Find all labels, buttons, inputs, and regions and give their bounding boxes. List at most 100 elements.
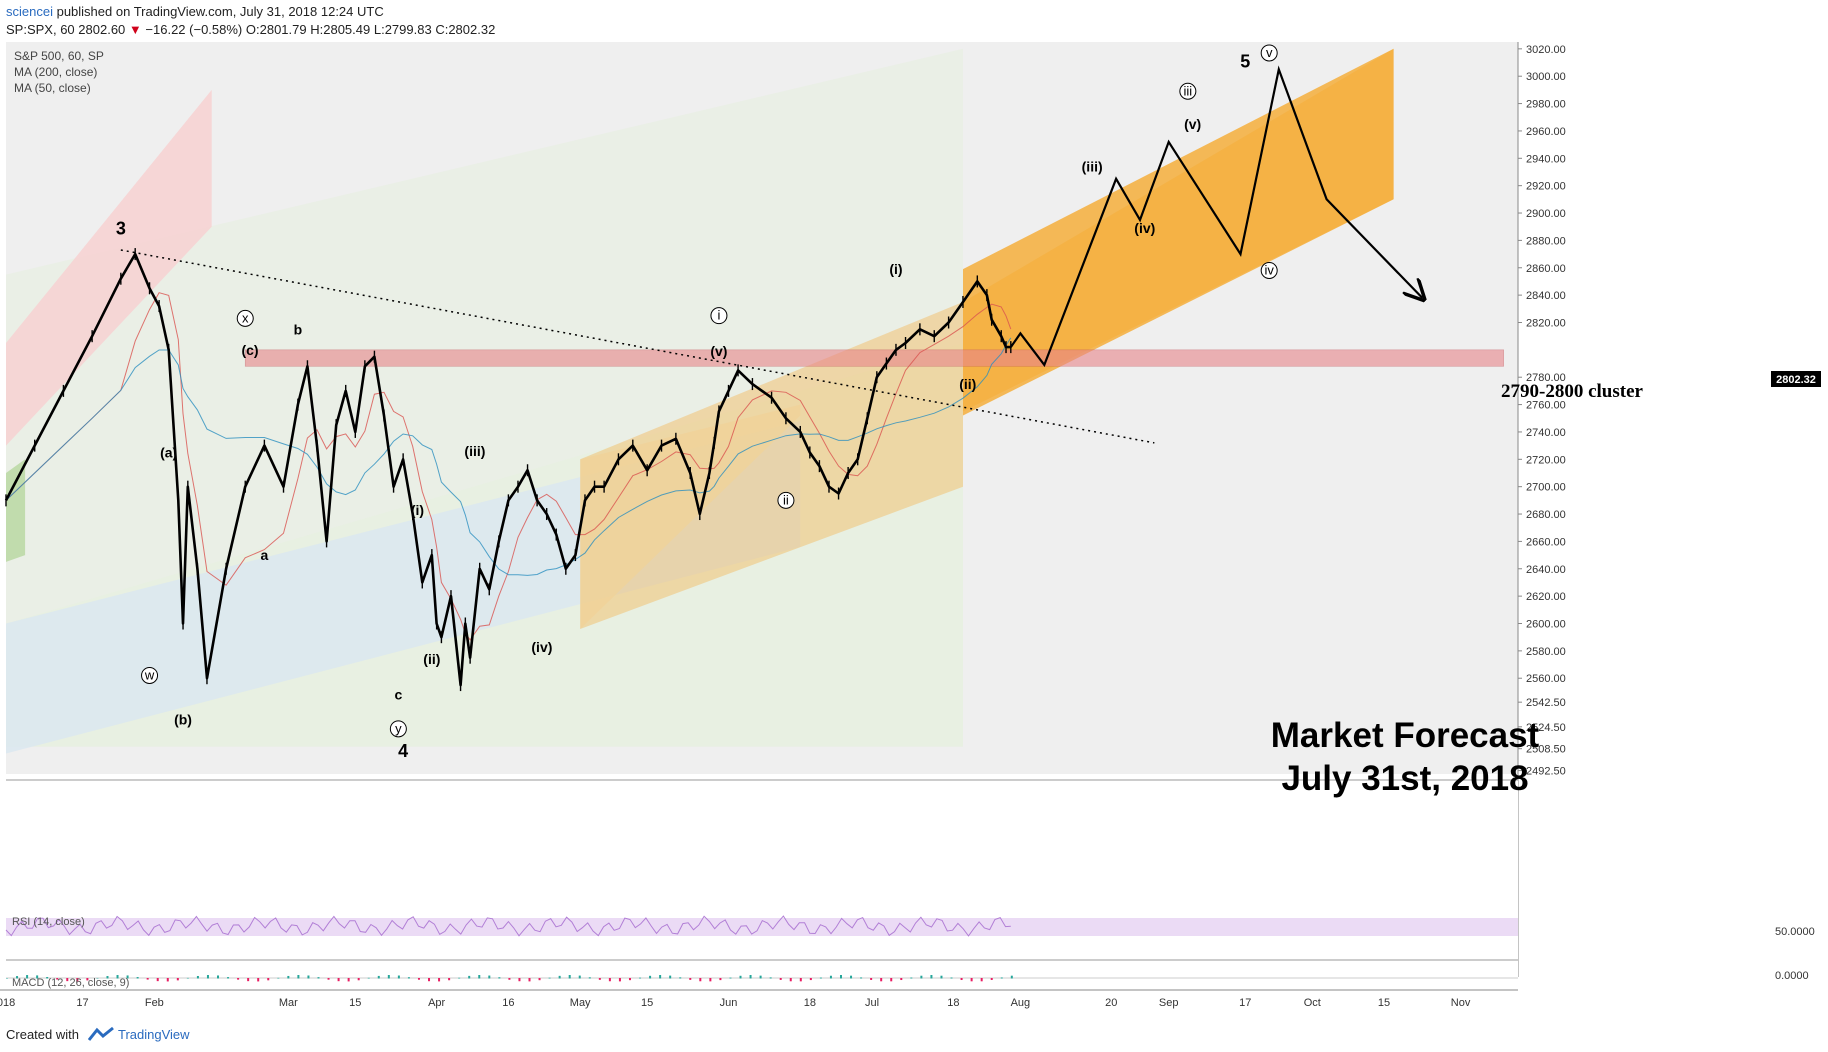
time-tick-label: Aug (1011, 997, 1031, 1009)
wave-label-text: b (294, 321, 303, 337)
chart-header: sciencei published on TradingView.com, J… (0, 0, 1828, 42)
high-value: H:2805.49 (310, 22, 371, 37)
macd-bar (438, 978, 441, 982)
macd-bar (819, 977, 822, 979)
wave-label: c (394, 687, 402, 703)
wave-label-text: (a) (160, 444, 177, 460)
wave-label: (i) (889, 261, 902, 277)
moving-averages (5, 292, 1012, 641)
wave-label: (iii) (1082, 159, 1103, 175)
wave-label-text: 5 (1240, 52, 1250, 72)
forecast-title-line1: Market Forecast (1271, 716, 1540, 755)
price-tick-label: 2740.00 (1526, 427, 1566, 439)
macd-bar (297, 975, 300, 979)
wave-label: a (260, 547, 268, 563)
publisher-name[interactable]: sciencei (6, 4, 53, 19)
macd-bar (327, 978, 330, 980)
macd-bar (659, 975, 662, 979)
macd-bar (116, 975, 119, 979)
channel-zones (6, 48, 1504, 754)
wave-label-text: x (242, 310, 249, 325)
macd-bar (709, 978, 712, 982)
macd-bar (578, 975, 581, 979)
price-tick-label: 2542.50 (1526, 697, 1566, 709)
wave-label-circle (1260, 44, 1278, 62)
wave-label: (ii) (423, 651, 440, 667)
channel-red (6, 89, 212, 446)
time-tick-label: Oct (1304, 997, 1321, 1009)
indicator-bg (6, 780, 1518, 978)
footer: Created with TradingView (0, 1016, 1828, 1052)
time-tick-label: 15 (349, 997, 361, 1009)
macd-bar (227, 977, 230, 979)
price-tick-label: 3020.00 (1526, 44, 1566, 56)
wave-labels: 3 4 5 (a) (b) (c) a b c (i) (ii) (iii) (iv) (v) (i) (ii… (116, 44, 1278, 761)
price-tick-label: 2700.00 (1526, 482, 1566, 494)
forecast-path (1009, 65, 1423, 368)
price-tick-label: 2780.00 (1526, 372, 1566, 384)
macd-bar (890, 978, 893, 982)
price-tick-label: 2580.00 (1526, 646, 1566, 658)
macd-bar (699, 978, 702, 982)
wave-label: (v) (710, 343, 727, 359)
macd-bar (518, 978, 521, 982)
macd-bar (568, 975, 571, 979)
price-axis-bg (1518, 42, 1828, 1016)
macd-bar (46, 976, 49, 979)
wave-label: iv (1260, 261, 1278, 279)
wave-label-text: (v) (710, 343, 727, 359)
wave-label: (iii) (464, 443, 485, 459)
price-tick-label: 2840.00 (1526, 290, 1566, 302)
price-tag: 2802.32 (1771, 371, 1821, 387)
wave-label: (ii) (959, 376, 976, 392)
macd-bar (508, 978, 511, 980)
wave-label-text: (i) (889, 261, 902, 277)
price-line (4, 252, 1011, 687)
macd-bar (779, 978, 782, 980)
ma50-line (5, 292, 1012, 641)
time-tick-label: Mar (279, 997, 298, 1009)
wave-label: 3 (116, 218, 126, 238)
tradingview-logo-icon (88, 1026, 114, 1041)
wave-label-text: (iv) (1134, 220, 1155, 236)
price-tick-label: 2492.50 (1526, 766, 1566, 778)
price-tick-label: 2524.50 (1526, 722, 1566, 734)
macd-bar (900, 978, 903, 981)
macd-bar (829, 975, 832, 979)
macd-bar (990, 978, 993, 980)
wave-label-text: i (717, 308, 720, 323)
macd-bar (156, 978, 159, 982)
price-tick-label: 2960.00 (1526, 126, 1566, 138)
price-tick-label: 2680.00 (1526, 509, 1566, 521)
chart-area[interactable]: 3 4 5 (a) (b) (c) a b c (i) (ii) (iii) (iv) (v) (i) (ii… (0, 42, 1828, 1016)
price-tick-label: 2920.00 (1526, 181, 1566, 193)
macd-bar (76, 978, 79, 982)
macd-bar (448, 978, 451, 981)
price-tick-label: 2940.00 (1526, 153, 1566, 165)
macd-bar (56, 978, 59, 980)
footer-brand[interactable]: TradingView (118, 1027, 190, 1042)
macd-bar (357, 978, 360, 981)
price-tick-label: 2900.00 (1526, 208, 1566, 220)
dotted-trendline (120, 249, 1155, 444)
wave-label-text: ii (783, 492, 789, 507)
wave-label: x (236, 309, 254, 327)
wave-label-text: (i) (411, 502, 424, 518)
forecast-title-line2: July 31st, 2018 (1281, 759, 1528, 798)
wave-label-circle (1179, 82, 1197, 100)
macd-bar (206, 975, 209, 979)
macd-bar (96, 977, 99, 979)
forecast-channel (963, 48, 1394, 416)
wave-label-text: c (394, 687, 402, 703)
macd-bar (940, 975, 943, 979)
macd-bar (729, 977, 732, 979)
macd-bar (417, 978, 420, 980)
quote-line: SP:SPX, 60 2802.60 ▼ −16.22 (−0.58%) O:2… (6, 22, 495, 37)
wave-label: (b) (174, 711, 192, 727)
channel-green-small (6, 459, 26, 562)
indicator-panes (5, 779, 1518, 982)
macd-bar (538, 978, 541, 981)
macd-bar (317, 977, 320, 979)
channel-tan (580, 404, 801, 629)
footer-created-text: Created with (6, 1027, 79, 1042)
